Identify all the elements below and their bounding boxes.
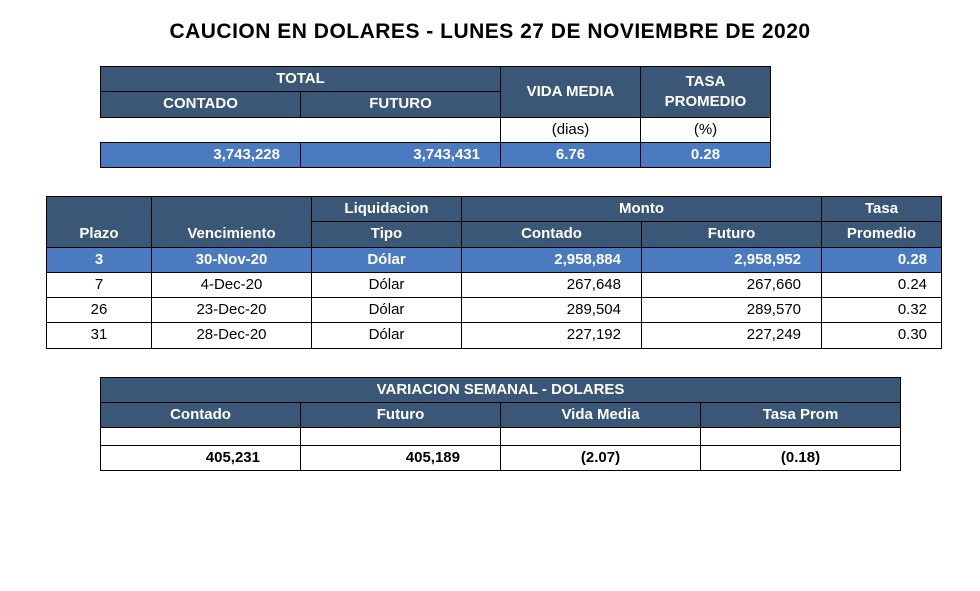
cell-futuro: 289,570 (642, 298, 822, 323)
detail-hdr-promedio: Promedio (822, 222, 942, 247)
summary-hdr-contado: CONTADO (101, 92, 301, 117)
variation-spacer (301, 428, 501, 446)
cell-venc: 30-Nov-20 (152, 247, 312, 272)
cell-futuro: 2,958,952 (642, 247, 822, 272)
detail-hdr-plazo: Plazo (47, 197, 152, 248)
cell-tipo: Dólar (312, 247, 462, 272)
cell-tipo: Dólar (312, 272, 462, 297)
cell-contado: 227,192 (462, 323, 642, 348)
cell-contado: 289,504 (462, 298, 642, 323)
cell-plazo: 31 (47, 323, 152, 348)
cell-tasa: 0.24 (822, 272, 942, 297)
summary-val-futuro: 3,743,431 (301, 142, 501, 167)
table-row: 330-Nov-20Dólar2,958,8842,958,9520.28 (47, 247, 942, 272)
summary-val-tasa: 0.28 (641, 142, 771, 167)
variation-spacer (501, 428, 701, 446)
summary-hdr-futuro: FUTURO (301, 92, 501, 117)
cell-tipo: Dólar (312, 298, 462, 323)
detail-hdr-tipo: Tipo (312, 222, 462, 247)
detail-hdr-contado: Contado (462, 222, 642, 247)
detail-table: Plazo Vencimiento Liquidacion Monto Tasa… (46, 196, 942, 349)
cell-tasa: 0.28 (822, 247, 942, 272)
detail-hdr-liquidacion: Liquidacion (312, 197, 462, 222)
variation-hdr-futuro: Futuro (301, 402, 501, 427)
summary-unit-dias: (dias) (501, 117, 641, 142)
table-row: 74-Dec-20Dólar267,648267,6600.24 (47, 272, 942, 297)
variation-hdr-contado: Contado (101, 402, 301, 427)
summary-unit-pct: (%) (641, 117, 771, 142)
summary-blank (101, 117, 501, 142)
cell-contado: 2,958,884 (462, 247, 642, 272)
cell-venc: 23-Dec-20 (152, 298, 312, 323)
variation-spacer (701, 428, 901, 446)
summary-hdr-tasa: TASA PROMEDIO (641, 67, 771, 118)
summary-hdr-vida-media: VIDA MEDIA (501, 67, 641, 118)
cell-plazo: 3 (47, 247, 152, 272)
variation-val-contado: 405,231 (101, 446, 301, 471)
table-row: 3128-Dec-20Dólar227,192227,2490.30 (47, 323, 942, 348)
variation-title: VARIACION SEMANAL - DOLARES (101, 377, 901, 402)
detail-hdr-vencimiento: Vencimiento (152, 197, 312, 248)
summary-val-vida-media: 6.76 (501, 142, 641, 167)
table-row: 2623-Dec-20Dólar289,504289,5700.32 (47, 298, 942, 323)
cell-plazo: 7 (47, 272, 152, 297)
cell-futuro: 267,660 (642, 272, 822, 297)
summary-hdr-total: TOTAL (101, 67, 501, 92)
cell-venc: 4-Dec-20 (152, 272, 312, 297)
variation-hdr-tasa-prom: Tasa Prom (701, 402, 901, 427)
variation-val-tasa-prom: (0.18) (701, 446, 901, 471)
variation-table: VARIACION SEMANAL - DOLARES Contado Futu… (100, 377, 901, 472)
cell-tipo: Dólar (312, 323, 462, 348)
variation-hdr-vida-media: Vida Media (501, 402, 701, 427)
variation-val-vida-media: (2.07) (501, 446, 701, 471)
cell-tasa: 0.32 (822, 298, 942, 323)
cell-plazo: 26 (47, 298, 152, 323)
summary-table: TOTAL VIDA MEDIA TASA PROMEDIO CONTADO F… (100, 66, 771, 168)
detail-hdr-futuro: Futuro (642, 222, 822, 247)
cell-contado: 267,648 (462, 272, 642, 297)
page-title: CAUCION EN DOLARES - LUNES 27 DE NOVIEMB… (40, 20, 940, 44)
summary-val-contado: 3,743,228 (101, 142, 301, 167)
detail-hdr-tasa: Tasa (822, 197, 942, 222)
variation-spacer (101, 428, 301, 446)
detail-hdr-monto: Monto (462, 197, 822, 222)
cell-tasa: 0.30 (822, 323, 942, 348)
cell-venc: 28-Dec-20 (152, 323, 312, 348)
variation-val-futuro: 405,189 (301, 446, 501, 471)
cell-futuro: 227,249 (642, 323, 822, 348)
